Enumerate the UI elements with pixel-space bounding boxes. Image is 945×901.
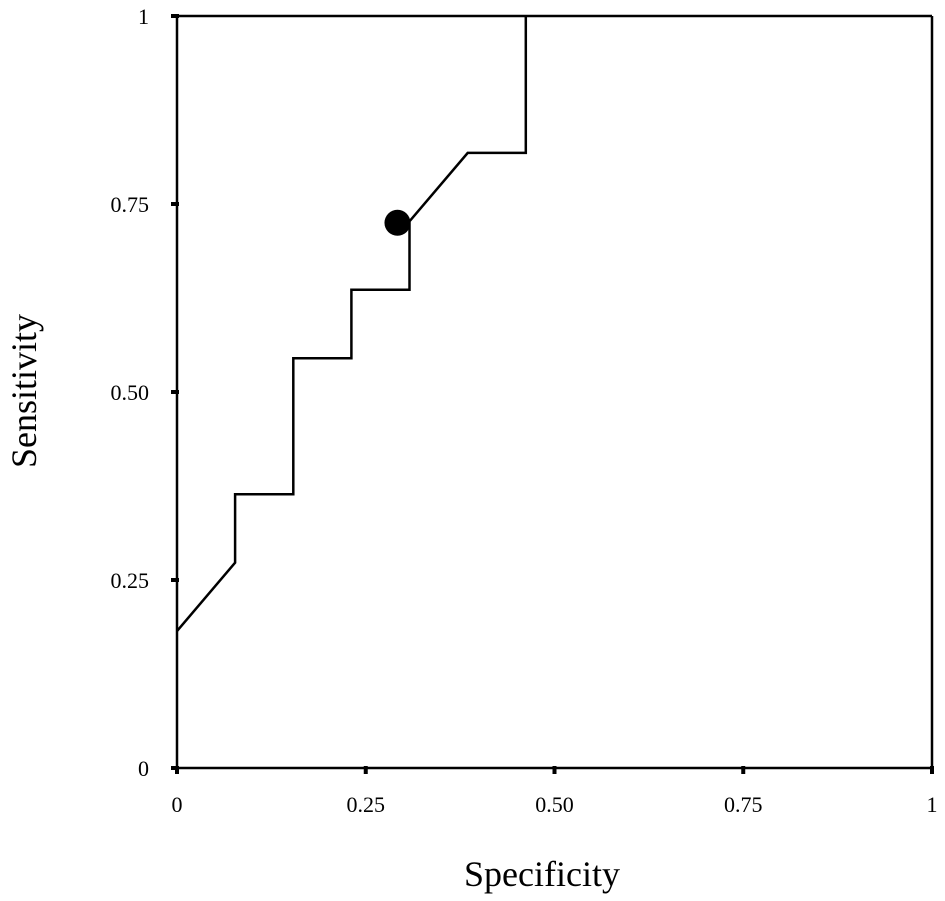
y-tick-label: 0 (138, 756, 149, 781)
x-axis-ticks: 0 0.25 0.50 0.75 1 (172, 766, 938, 817)
x-tick-label: 0 (172, 792, 183, 817)
x-tick-label: 0.50 (535, 792, 574, 817)
x-tick-label: 0.75 (724, 792, 763, 817)
y-tick-label: 1 (138, 4, 149, 29)
x-tick-label: 1 (927, 792, 938, 817)
roc-curve-line (176, 16, 528, 632)
y-tick-label: 0.25 (111, 568, 150, 593)
y-tick-label: 0.75 (111, 192, 150, 217)
y-axis-title: Sensitivity (4, 314, 44, 468)
x-tick-label: 0.25 (347, 792, 386, 817)
optimal-cutoff-point (384, 209, 411, 236)
y-axis-ticks: 0 0.25 0.50 0.75 1 (111, 4, 179, 781)
x-axis-title: Specificity (464, 854, 620, 894)
y-tick-label: 0.50 (111, 380, 150, 405)
